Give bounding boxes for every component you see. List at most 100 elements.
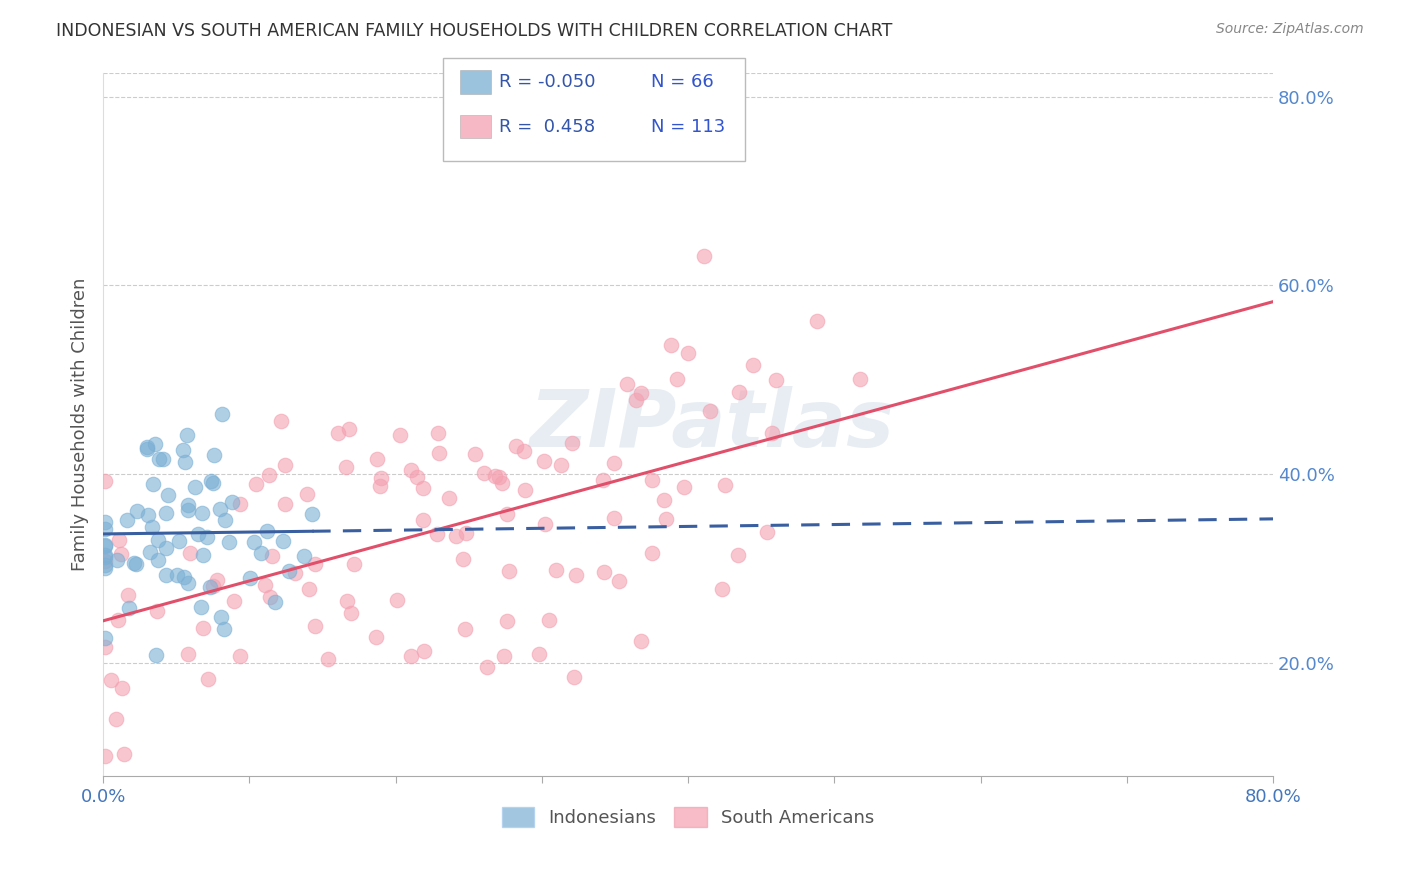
Point [136,442,159,456]
Point [201,476,224,491]
Point [505,439,527,453]
Point [125,504,148,518]
Point [179,546,201,560]
Point [167,534,190,549]
Point [176,498,198,512]
Point [209,610,232,624]
Point [190,600,212,615]
Point [339,606,361,620]
Point [105,552,128,566]
Point [93,558,115,572]
Point [125,557,148,571]
Point [603,511,626,525]
Point [141,520,163,534]
Point [122,557,145,571]
Point [229,648,252,663]
Point [143,437,166,451]
Point [710,582,733,597]
Point [166,567,188,582]
Point [148,533,170,547]
Point [257,467,280,482]
Text: INDONESIAN VS SOUTH AMERICAN FAMILY HOUSEHOLDS WITH CHILDREN CORRELATION CHART: INDONESIAN VS SOUTH AMERICAN FAMILY HOUS… [56,22,893,40]
Point [221,495,243,509]
Point [399,648,422,663]
Point [652,493,675,508]
Point [93,539,115,553]
Point [211,408,233,422]
Point [173,570,195,584]
Text: Source: ZipAtlas.com: Source: ZipAtlas.com [1216,22,1364,37]
Point [222,593,245,607]
Point [343,557,366,571]
Point [155,541,177,556]
Point [284,566,307,580]
Point [173,455,195,469]
Point [214,513,236,527]
Point [641,546,664,560]
Point [616,376,638,391]
Point [249,546,271,560]
Text: R =  0.458: R = 0.458 [499,118,595,136]
Point [727,548,749,562]
Point [756,525,779,540]
Point [256,524,278,538]
Text: N = 113: N = 113 [651,118,725,136]
Point [513,443,536,458]
Point [630,385,652,400]
Point [494,649,516,664]
Point [513,483,536,498]
Point [117,588,139,602]
Text: N = 66: N = 66 [651,73,714,91]
Point [453,551,475,566]
Point [765,373,787,387]
Point [326,425,349,440]
Point [191,621,214,635]
Point [145,648,167,662]
Point [426,527,449,541]
Point [197,672,219,686]
Text: R = -0.050: R = -0.050 [499,73,596,91]
Point [399,463,422,477]
Point [641,473,664,487]
Point [262,549,284,563]
Point [472,467,495,481]
Point [155,506,177,520]
Point [277,565,299,579]
Point [412,482,434,496]
Point [93,561,115,575]
Point [298,582,321,597]
Point [93,554,115,568]
Point [427,446,450,460]
Point [464,447,486,461]
Point [108,533,131,547]
Point [201,579,224,593]
Point [659,337,682,351]
Point [496,508,519,522]
Point [533,454,555,468]
Point [366,451,388,466]
Point [155,567,177,582]
Point [292,549,315,564]
Point [195,530,218,544]
Point [177,576,200,591]
Point [139,545,162,559]
Point [426,425,449,440]
Point [412,513,434,527]
Point [107,613,129,627]
Point [93,640,115,655]
Point [388,428,411,442]
Point [603,456,626,470]
Point [157,488,180,502]
Point [537,613,560,627]
Point [593,566,616,580]
Point [93,516,115,530]
Point [304,558,326,572]
Point [259,590,281,604]
Point [191,548,214,562]
Point [337,422,360,436]
Point [93,748,115,763]
Point [484,469,506,483]
Point [176,647,198,661]
Point [546,563,568,577]
Point [253,578,276,592]
